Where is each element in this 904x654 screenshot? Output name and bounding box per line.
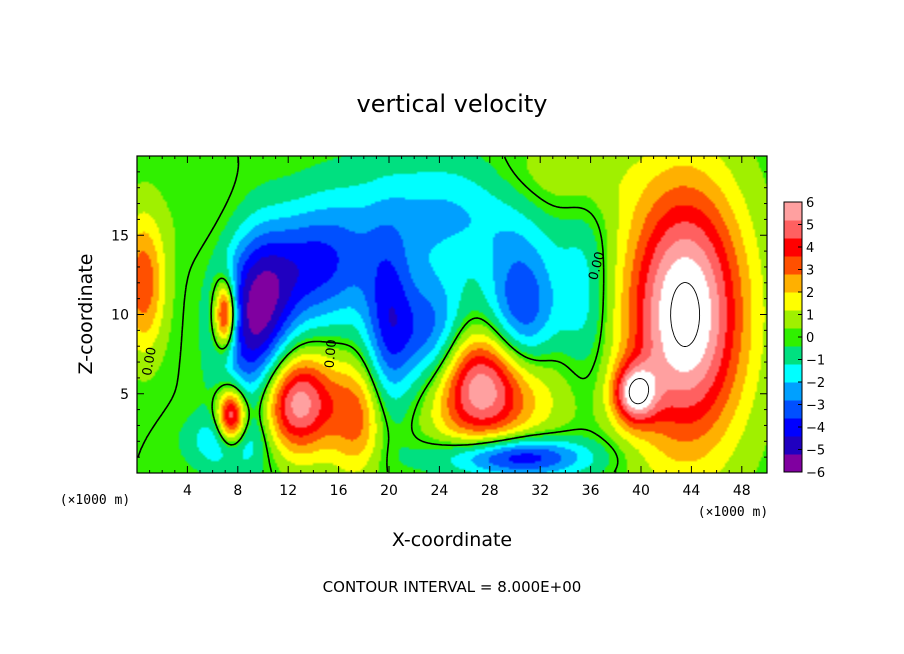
colorbar-label: −3	[806, 399, 825, 414]
colorbar-label: −5	[806, 444, 825, 459]
x-tick-label: 32	[531, 483, 549, 499]
colorbar-label: 3	[806, 264, 814, 279]
contour-interval-note: CONTOUR INTERVAL = 8.000E+00	[323, 578, 582, 596]
contour-line	[628, 282, 701, 405]
x-tick-label: 8	[233, 483, 242, 499]
colorbar-swatch	[784, 202, 802, 221]
colorbar-swatch	[784, 292, 802, 311]
colorbar-label: −2	[806, 376, 825, 391]
x-tick-label: 24	[430, 483, 448, 499]
colorbar-label: −1	[806, 354, 825, 369]
contour-label: 0.00	[323, 339, 340, 369]
x-tick-label: 4	[183, 483, 192, 499]
colorbar-label: −6	[806, 466, 825, 481]
colorbar-swatch	[784, 418, 802, 437]
colorbar-swatch	[784, 274, 802, 293]
colorbar-swatch	[784, 220, 802, 239]
colorbar-swatch	[784, 238, 802, 257]
colorbar-label: 0	[806, 331, 814, 346]
colorbar-swatch	[784, 382, 802, 401]
x-axis-unit: (×1000 m)	[60, 493, 130, 508]
chart-title: vertical velocity	[357, 90, 548, 118]
y-axis-unit: (×1000 m)	[698, 505, 768, 520]
colorbar-label: 1	[806, 309, 814, 324]
plot-area	[137, 156, 767, 473]
colorbar-label: 5	[806, 219, 814, 234]
x-tick-label: 12	[279, 483, 297, 499]
colorbar: 6 5 4 3 2 1 0 −1 −2 −3 −4 −5 −6	[783, 196, 825, 481]
colorbar-swatch	[784, 256, 802, 275]
contour-label: 0.00	[140, 346, 160, 377]
contour-labels: 0.00 0.00 0.00	[140, 250, 608, 377]
colorbar-label: 6	[806, 196, 814, 211]
velocity-field	[137, 156, 767, 473]
y-tick-label: 5	[120, 387, 129, 403]
x-axis: 4 8 12 16 20 24 28 32 36 40 44 48	[149, 156, 755, 499]
y-axis: 5 10 15	[111, 171, 767, 458]
contour-lines	[137, 156, 701, 473]
x-tick-label: 40	[632, 483, 650, 499]
colorbar-swatch	[784, 436, 802, 455]
x-axis-title: X-coordinate	[392, 529, 512, 551]
x-tick-label: 20	[380, 483, 398, 499]
colorbar-swatch	[784, 346, 802, 365]
y-tick-label: 15	[111, 228, 129, 244]
colorbar-swatch	[784, 400, 802, 419]
contour-label: 0.00	[586, 250, 608, 282]
colorbar-label: 2	[806, 286, 814, 301]
colorbar-swatch	[784, 328, 802, 347]
colorbar-swatch	[784, 454, 802, 473]
x-tick-label: 36	[582, 483, 600, 499]
colorbar-label: 4	[806, 241, 814, 256]
y-tick-label: 10	[111, 308, 129, 324]
colorbar-swatch	[784, 310, 802, 329]
x-tick-label: 48	[733, 483, 751, 499]
x-tick-label: 28	[481, 483, 499, 499]
x-tick-label: 44	[682, 483, 700, 499]
y-axis-title: Z-coordinate	[75, 254, 97, 375]
colorbar-swatch	[784, 364, 802, 383]
x-tick-label: 16	[330, 483, 348, 499]
colorbar-label: −4	[806, 421, 825, 436]
